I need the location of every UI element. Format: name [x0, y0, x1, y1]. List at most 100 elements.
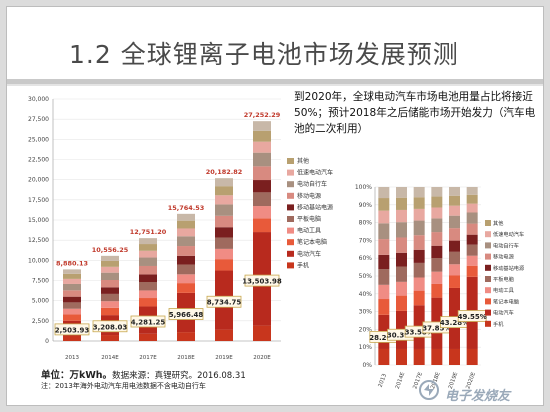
- x-tick-label: 2017E: [139, 355, 157, 361]
- x-tick-label: 2019E: [448, 371, 460, 390]
- y-tick-label: 90%: [359, 202, 373, 209]
- bar-segment: [177, 236, 195, 247]
- legend-label: 低速电动汽车: [297, 169, 333, 177]
- bar-segment: [101, 307, 119, 316]
- bar-segment: [101, 301, 119, 308]
- bar-segment: [431, 187, 443, 197]
- bar-segment: [413, 348, 425, 365]
- bar-segment: [253, 130, 271, 142]
- stacked-capacity-chart: 0 2,500 5,000 7,500 10,000 12,500 15,000 17,500…: [28, 96, 333, 361]
- bar-total-label: 8,880.13: [56, 259, 88, 267]
- legend-label: 移动电源: [297, 192, 321, 200]
- bar-segment: [63, 308, 81, 315]
- legend-swatch: [485, 231, 491, 238]
- legend-swatch: [485, 242, 491, 249]
- bar-segment: [177, 274, 195, 284]
- bar-segment: [413, 197, 425, 209]
- bar-segment: [101, 260, 119, 267]
- bar-segment: [63, 335, 81, 341]
- forecast-note: 到2020年，全球电动汽车市场电池用量占比将接近50%；预计2018年之后储能市…: [294, 91, 536, 135]
- bar-segment: [139, 333, 157, 341]
- legend-swatch: [287, 262, 294, 269]
- bar-segment: [215, 237, 233, 249]
- y-tick-label: 20%: [359, 326, 373, 333]
- bar-segment: [101, 287, 119, 294]
- bar-segment: [396, 281, 407, 296]
- bar-segment: [449, 240, 460, 252]
- legend-label: 手机: [493, 320, 504, 328]
- bar-segment: [431, 258, 443, 272]
- source-text: 数据来源：真锂研究。2016.08.31: [112, 371, 246, 381]
- legend-swatch: [287, 204, 294, 211]
- bar-segment: [396, 252, 407, 267]
- bar-segment: [101, 279, 119, 288]
- y-tick-label: 2,500: [32, 318, 49, 325]
- legend-swatch: [485, 320, 491, 327]
- bar-segment: [466, 234, 478, 245]
- bar-segment: [139, 265, 157, 275]
- legend-swatch: [485, 298, 491, 305]
- callout-label: 30.39%: [387, 332, 416, 340]
- legend-label: 平板电脑: [493, 275, 514, 283]
- legend-label: 其他: [493, 219, 503, 227]
- callout-box: [244, 274, 280, 287]
- bar-total-label: 27,252.29: [244, 111, 281, 119]
- bar-segment: [253, 121, 271, 131]
- legend-label: 移动基站电源: [493, 264, 525, 272]
- bar-total-label: 15,764.53: [168, 204, 205, 212]
- bar-segment: [378, 210, 390, 224]
- callout-label: 5,966.48: [169, 311, 204, 319]
- bar-segment: [139, 290, 157, 299]
- bar-segment: [378, 269, 390, 285]
- y-tick-label: 25,000: [28, 136, 49, 143]
- y-tick-label: 80%: [359, 220, 373, 227]
- bar-segment: [139, 257, 157, 266]
- y-tick-label: 7,500: [32, 278, 49, 285]
- bar-segment: [449, 264, 460, 276]
- y-tick-label: 10%: [359, 344, 373, 351]
- legend-label: 平板电脑: [297, 215, 321, 223]
- bar-segment: [63, 302, 81, 309]
- bar-segment: [396, 209, 407, 223]
- watermark: 电子发烧友: [445, 389, 511, 404]
- legend-swatch: [287, 216, 294, 222]
- bar-segment: [449, 195, 460, 206]
- bar-segment: [101, 293, 119, 302]
- bar-segment: [177, 228, 195, 237]
- bar-segment: [253, 152, 271, 167]
- source-line: 单位：万kWh。数据来源：真锂研究。2016.08.31: [41, 367, 246, 381]
- legend-label: 低速电动汽车: [493, 230, 524, 238]
- watermark-logo-icon: [419, 380, 439, 400]
- y-tick-label: 27,500: [28, 116, 49, 123]
- bar-segment: [253, 141, 271, 153]
- bar-segment: [466, 194, 478, 204]
- bar-segment: [449, 205, 460, 216]
- bar-segment: [253, 180, 271, 193]
- bar-segment: [139, 244, 157, 251]
- bar-segment: [466, 223, 478, 235]
- y-tick-label: 15,000: [28, 217, 49, 224]
- legend-swatch: [287, 158, 294, 164]
- bar-segment: [215, 186, 233, 196]
- legend-swatch: [287, 169, 294, 176]
- bar-segment: [449, 348, 460, 365]
- x-tick-label: 2013: [378, 373, 389, 389]
- bar-segment: [413, 262, 425, 278]
- bar-segment: [396, 266, 407, 282]
- bar-segment: [101, 255, 119, 261]
- bar-segment: [431, 271, 443, 284]
- bar-segment: [413, 249, 425, 263]
- bar-segment: [63, 269, 81, 274]
- bar-segment: [396, 348, 407, 365]
- footnote: 注：2013年海外电动汽车用电池数据不含电动自行车: [41, 382, 206, 390]
- bar-segment: [413, 220, 425, 236]
- bar-segment: [177, 255, 195, 265]
- legend-swatch: [485, 220, 491, 226]
- y-tick-label: 40%: [359, 291, 373, 298]
- legend-swatch: [485, 276, 491, 282]
- callout-box: [457, 310, 487, 322]
- bar-segment: [215, 195, 233, 205]
- bar-segment: [396, 295, 407, 311]
- bar-segment: [396, 197, 407, 210]
- bar-segment: [215, 227, 233, 238]
